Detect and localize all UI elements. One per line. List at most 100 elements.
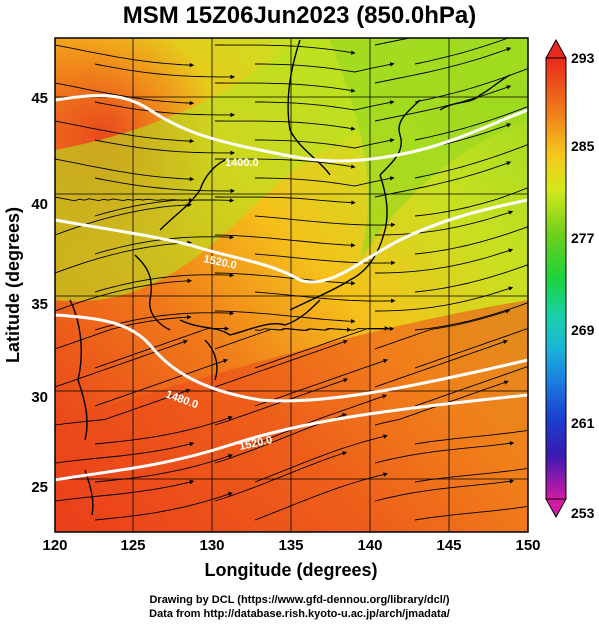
colorbar-tick-293: 293: [571, 50, 595, 66]
streamline: [55, 479, 195, 502]
streamline: [254, 358, 388, 407]
streamline: [414, 328, 528, 369]
streamline: [254, 472, 388, 521]
streamline: [414, 226, 528, 255]
streamline: [55, 82, 195, 106]
streamline: [375, 286, 514, 312]
streamline: [215, 82, 356, 93]
streamline: [215, 44, 356, 55]
streamline: [255, 62, 395, 73]
x-tick-145: 145: [436, 537, 461, 554]
x-tick-125: 125: [120, 537, 145, 554]
streamline: [214, 272, 356, 286]
x-tick-150: 150: [515, 537, 540, 554]
y-tick-45: 45: [31, 90, 48, 107]
chart-title: MSM 15Z06Jun2023 (850.0hPa): [122, 2, 477, 29]
streamline: [94, 326, 230, 369]
streamline: [375, 210, 514, 236]
x-tick-120: 120: [42, 537, 67, 554]
x-axis-label: Longitude (degrees): [204, 560, 377, 580]
credit-drawing: Drawing by DCL (https://www.gfd-dennou.o…: [149, 594, 450, 606]
streamline: [94, 63, 235, 80]
streamline: [94, 139, 235, 156]
x-tick-130: 130: [199, 537, 224, 554]
streamline: [254, 326, 390, 369]
colorbar-tick-285: 285: [571, 138, 595, 154]
streamline: [55, 158, 195, 182]
streamline: [254, 253, 396, 266]
streamline: [254, 215, 396, 228]
colorbar-tick-253: 253: [571, 505, 595, 521]
x-tick-135: 135: [278, 537, 303, 554]
streamline: [94, 492, 233, 521]
streamline: [254, 394, 388, 445]
x-axis-ticks: 120 125 130 135 140 145 150: [42, 537, 540, 554]
colorbar: 293 285 277 269 261 253: [545, 38, 595, 521]
streamline: [374, 85, 512, 122]
streamline: [215, 158, 356, 169]
streamline: [414, 302, 528, 331]
streamline: [94, 454, 233, 483]
streamline: [55, 441, 195, 464]
y-axis-label: Latitude (degrees): [3, 207, 23, 363]
streamline: [374, 441, 515, 464]
colorbar-bottom-arrow: [545, 498, 567, 519]
colorbar-scale: [545, 57, 567, 500]
streamline: [214, 339, 348, 388]
streamline: [214, 451, 348, 502]
streamline: [55, 196, 194, 203]
streamline: [374, 339, 508, 388]
streamline: [94, 177, 235, 194]
streamline: [414, 505, 528, 521]
y-tick-35: 35: [31, 296, 48, 313]
streamline: [55, 339, 188, 388]
streamline: [375, 248, 514, 274]
streamline: [94, 198, 235, 217]
y-tick-25: 25: [31, 479, 48, 496]
streamline: [55, 278, 192, 312]
colorbar-top-arrow: [545, 38, 567, 59]
contour-label-1: 1400.0: [225, 157, 259, 169]
credit-data: Data from http://database.rish.kyoto-u.a…: [149, 608, 450, 620]
streamline: [214, 234, 356, 248]
streamline: [414, 264, 528, 293]
streamline: [414, 429, 528, 445]
colorbar-tick-277: 277: [571, 230, 595, 246]
streamline: [94, 358, 228, 407]
x-tick-140: 140: [357, 537, 382, 554]
streamline: [374, 309, 511, 350]
temperature-field: [55, 38, 528, 532]
streamline: [214, 327, 352, 350]
colorbar-ticks: 293 285 277 269 261 253: [571, 50, 595, 521]
streamline: [374, 38, 413, 46]
plot-frame: [54, 37, 529, 533]
streamline: [94, 272, 235, 293]
streamline: [255, 100, 395, 111]
streamline: [374, 161, 512, 198]
streamline: [94, 101, 235, 118]
streamline: [55, 388, 191, 426]
geopotential-contours: [55, 94, 528, 482]
streamline: [254, 291, 396, 304]
streamline: [414, 38, 510, 65]
streamline: [214, 310, 356, 324]
y-axis-ticks: 25 30 35 40 45: [31, 90, 48, 496]
streamline: [55, 202, 192, 236]
streamline: [55, 120, 195, 144]
y-tick-30: 30: [31, 389, 48, 406]
streamline: [414, 366, 528, 407]
streamline: [374, 47, 512, 84]
y-tick-40: 40: [31, 196, 48, 213]
streamline: [254, 434, 388, 483]
colorbar-tick-261: 261: [571, 415, 595, 431]
streamline: [55, 240, 192, 274]
streamline: [55, 44, 195, 68]
streamline: [94, 415, 233, 445]
streamline: [414, 144, 528, 179]
colorbar-tick-269: 269: [571, 322, 595, 338]
streamline: [414, 106, 528, 141]
grid-lines: [55, 38, 528, 532]
streamline: [255, 138, 395, 149]
streamline: [374, 479, 515, 502]
